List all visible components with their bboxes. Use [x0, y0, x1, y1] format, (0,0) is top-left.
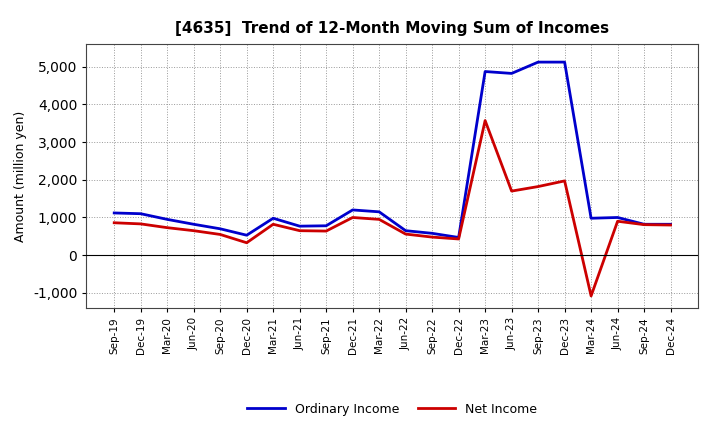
Ordinary Income: [136, 211, 145, 216]
Ordinary Income: [216, 226, 225, 231]
Net Income: [666, 222, 675, 227]
Y-axis label: Amount (million yen): Amount (million yen): [14, 110, 27, 242]
Net Income: [401, 231, 410, 237]
Ordinary Income: [269, 216, 277, 221]
Ordinary Income: [534, 59, 542, 65]
Line: Net Income: Net Income: [114, 121, 670, 296]
Net Income: [322, 228, 330, 234]
Net Income: [481, 118, 490, 123]
Ordinary Income: [428, 231, 436, 236]
Ordinary Income: [322, 223, 330, 228]
Net Income: [295, 228, 304, 233]
Line: Ordinary Income: Ordinary Income: [114, 62, 670, 238]
Net Income: [613, 219, 622, 224]
Ordinary Income: [163, 217, 171, 222]
Net Income: [163, 225, 171, 230]
Title: [4635]  Trend of 12-Month Moving Sum of Incomes: [4635] Trend of 12-Month Moving Sum of I…: [176, 21, 609, 36]
Net Income: [110, 220, 119, 225]
Ordinary Income: [481, 69, 490, 74]
Ordinary Income: [666, 222, 675, 227]
Ordinary Income: [640, 222, 649, 227]
Net Income: [508, 188, 516, 194]
Ordinary Income: [401, 228, 410, 233]
Net Income: [269, 222, 277, 227]
Ordinary Income: [375, 209, 384, 214]
Legend: Ordinary Income, Net Income: Ordinary Income, Net Income: [243, 398, 542, 421]
Ordinary Income: [110, 210, 119, 216]
Net Income: [560, 178, 569, 183]
Net Income: [428, 235, 436, 240]
Net Income: [587, 293, 595, 299]
Ordinary Income: [454, 235, 463, 240]
Ordinary Income: [587, 216, 595, 221]
Ordinary Income: [508, 71, 516, 76]
Net Income: [534, 184, 542, 189]
Ordinary Income: [243, 233, 251, 238]
Ordinary Income: [189, 222, 198, 227]
Net Income: [640, 222, 649, 227]
Net Income: [216, 232, 225, 237]
Net Income: [243, 240, 251, 246]
Net Income: [136, 221, 145, 227]
Ordinary Income: [560, 59, 569, 65]
Net Income: [454, 236, 463, 242]
Net Income: [375, 217, 384, 222]
Ordinary Income: [348, 207, 357, 213]
Net Income: [348, 215, 357, 220]
Net Income: [189, 228, 198, 233]
Ordinary Income: [295, 224, 304, 229]
Ordinary Income: [613, 215, 622, 220]
